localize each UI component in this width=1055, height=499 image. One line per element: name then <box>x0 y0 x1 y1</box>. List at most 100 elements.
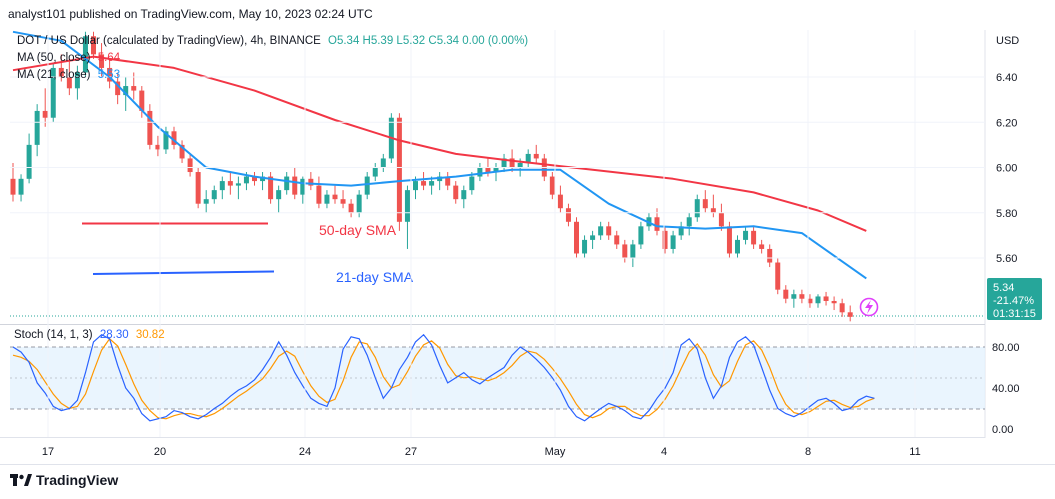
candle[interactable] <box>115 72 121 105</box>
candle[interactable] <box>380 153 386 173</box>
candle[interactable] <box>501 153 507 173</box>
candle[interactable] <box>82 31 88 77</box>
candle[interactable] <box>823 291 829 306</box>
candle[interactable] <box>630 239 636 268</box>
candle[interactable] <box>139 86 145 118</box>
candle[interactable] <box>187 153 193 177</box>
candle[interactable] <box>107 58 113 89</box>
stoch-k-line[interactable] <box>12 333 875 422</box>
candle[interactable] <box>227 172 233 195</box>
candle[interactable] <box>831 296 837 311</box>
candle[interactable] <box>10 162 16 202</box>
candle[interactable] <box>557 185 563 213</box>
candle[interactable] <box>662 226 668 254</box>
candle[interactable] <box>235 176 241 200</box>
candle[interactable] <box>163 126 169 154</box>
candle[interactable] <box>598 221 604 240</box>
candle[interactable] <box>622 239 628 263</box>
candle[interactable] <box>211 185 217 204</box>
candle[interactable] <box>276 185 282 213</box>
candle[interactable] <box>759 239 765 254</box>
candle[interactable] <box>606 221 612 240</box>
candle[interactable] <box>525 149 531 168</box>
tradingview-logo[interactable]: TradingView <box>10 472 118 488</box>
candle[interactable] <box>694 194 700 222</box>
candle[interactable] <box>332 185 338 204</box>
candle[interactable] <box>743 226 749 245</box>
candle[interactable] <box>284 172 290 195</box>
candle[interactable] <box>26 133 32 184</box>
candle[interactable] <box>461 185 467 209</box>
candle[interactable] <box>219 176 225 200</box>
candle[interactable] <box>437 172 443 191</box>
candle[interactable] <box>574 217 579 258</box>
candle[interactable] <box>155 135 161 157</box>
candle[interactable] <box>300 176 306 204</box>
candle[interactable] <box>783 285 789 304</box>
candle[interactable] <box>678 221 684 240</box>
candle[interactable] <box>316 176 322 209</box>
candle[interactable] <box>775 258 781 295</box>
candle[interactable] <box>767 244 773 268</box>
candle[interactable] <box>372 162 378 182</box>
candle[interactable] <box>396 113 402 231</box>
candle[interactable] <box>50 63 56 123</box>
ma21-legend[interactable]: MA (21, close) 5.53 <box>17 69 120 81</box>
sma21-annotation[interactable]: 21-day SMA <box>336 269 414 285</box>
candle[interactable] <box>791 289 797 308</box>
candle[interactable] <box>799 289 805 304</box>
candle[interactable] <box>429 176 435 195</box>
candle[interactable] <box>308 172 314 191</box>
candle[interactable] <box>203 190 209 213</box>
candle[interactable] <box>268 172 274 204</box>
candle[interactable] <box>807 294 813 308</box>
lightning-icon[interactable] <box>859 297 879 317</box>
symbol-title[interactable]: DOT / US Dollar (calculated by TradingVi… <box>17 35 321 47</box>
candle[interactable] <box>847 305 853 322</box>
candle[interactable] <box>565 203 571 227</box>
candle[interactable] <box>195 167 201 209</box>
candle[interactable] <box>735 235 740 258</box>
candle[interactable] <box>252 172 257 186</box>
candle[interactable] <box>815 294 821 308</box>
candle[interactable] <box>348 199 354 218</box>
candle[interactable] <box>292 167 298 200</box>
candle[interactable] <box>718 203 724 231</box>
candle[interactable] <box>18 174 24 202</box>
candle[interactable] <box>710 194 716 218</box>
candle[interactable] <box>751 226 757 249</box>
sma50-annotation[interactable]: 50-day SMA <box>319 222 397 238</box>
ma50-line[interactable] <box>12 55 867 232</box>
candle[interactable] <box>445 172 451 191</box>
candle[interactable] <box>42 88 48 127</box>
ma50-legend[interactable]: MA (50, close) 5.64 <box>17 52 120 64</box>
candle[interactable] <box>686 212 692 236</box>
candle[interactable] <box>421 172 427 191</box>
candle[interactable] <box>340 190 346 209</box>
candle[interactable] <box>839 298 845 317</box>
candle[interactable] <box>404 185 410 249</box>
candle[interactable] <box>614 230 620 249</box>
stoch-legend[interactable]: Stoch (14, 1, 3) 28.30 30.82 <box>14 329 165 341</box>
candle[interactable] <box>549 172 555 200</box>
candle[interactable] <box>171 126 177 150</box>
candle[interactable] <box>179 140 185 163</box>
candle[interactable] <box>147 104 153 150</box>
candle[interactable] <box>34 104 40 157</box>
candle[interactable] <box>469 172 475 195</box>
candle[interactable] <box>91 31 96 59</box>
candle[interactable] <box>582 235 588 258</box>
candle[interactable] <box>638 221 644 249</box>
candle[interactable] <box>702 190 708 213</box>
candle[interactable] <box>590 230 596 249</box>
candle[interactable] <box>533 144 539 163</box>
ma21-line[interactable] <box>12 30 867 280</box>
candle[interactable] <box>670 230 676 254</box>
candle[interactable] <box>453 181 459 204</box>
candle[interactable] <box>477 162 483 182</box>
sma21-drawing-line[interactable] <box>92 270 275 275</box>
candle[interactable] <box>324 190 330 209</box>
stoch-d-line[interactable] <box>12 337 875 420</box>
candle[interactable] <box>74 65 80 100</box>
